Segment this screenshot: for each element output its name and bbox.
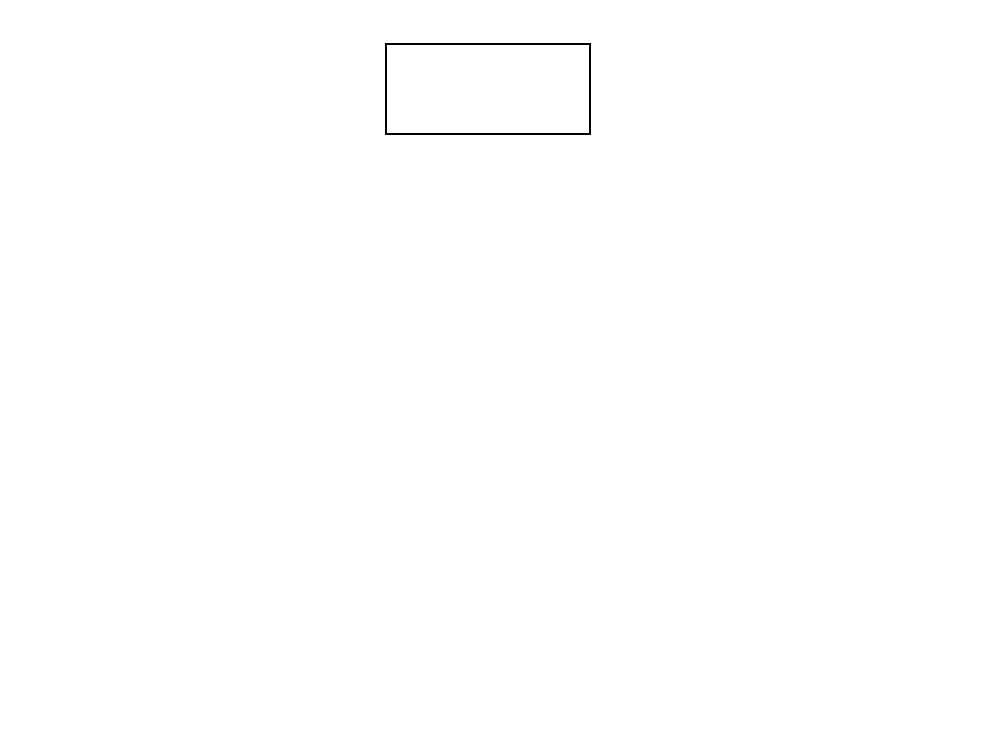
legend	[385, 43, 591, 135]
